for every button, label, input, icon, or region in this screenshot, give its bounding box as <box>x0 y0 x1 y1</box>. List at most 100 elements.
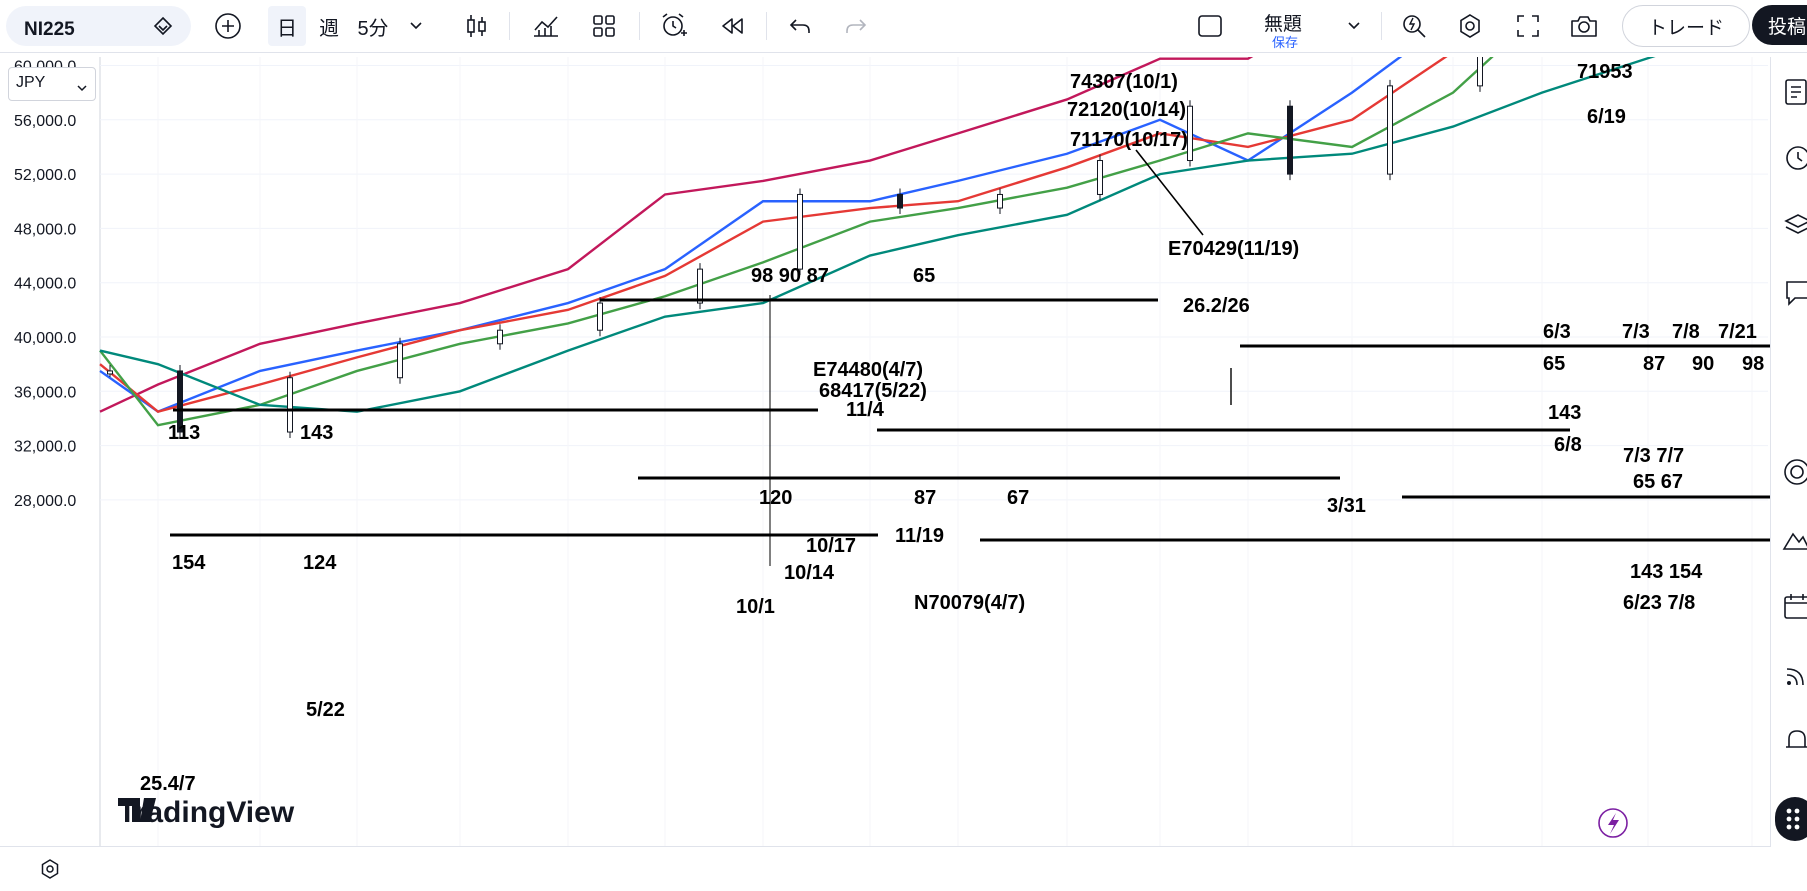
chart-annotation: 90 <box>1692 353 1714 375</box>
layout-saved-status: 保存 <box>1272 35 1299 50</box>
post-button[interactable]: 投稿 <box>1752 5 1807 45</box>
alert-icon[interactable] <box>656 10 692 42</box>
chart-annotation: 71953 <box>1577 61 1633 83</box>
interval-dropdown-icon[interactable] <box>402 10 430 42</box>
bell-icon[interactable] <box>1781 725 1807 760</box>
chart-annotation: E74480(4/7) <box>813 359 923 381</box>
chart-annotation: 68417(5/22) <box>819 380 927 402</box>
signal-icon[interactable] <box>1781 659 1807 694</box>
apps-menu-icon[interactable] <box>1775 797 1807 841</box>
chart-annotation: 154 <box>172 552 206 574</box>
quick-search-icon[interactable] <box>1396 10 1432 42</box>
fullscreen-icon[interactable] <box>1510 10 1546 42</box>
divider <box>766 12 767 40</box>
chart-annotation: 6/3 <box>1543 321 1571 343</box>
add-symbol-icon[interactable] <box>212 10 244 42</box>
symbol-label: NI225 <box>24 19 75 40</box>
trade-button[interactable]: トレード <box>1622 5 1750 47</box>
chart-area[interactable]: 72,000.068,000.064,000.060,000.056,000.0… <box>0 57 1807 890</box>
chart-annotation: 11/19 <box>895 525 944 547</box>
layout-grid-icon[interactable] <box>586 10 622 42</box>
interval-week[interactable]: 週 <box>319 17 339 40</box>
chart-annotation: 67 <box>1007 487 1029 509</box>
divider <box>639 12 640 40</box>
candle-body <box>107 370 113 375</box>
chart-annotation: 87 <box>1643 353 1665 375</box>
candle-body <box>797 193 803 270</box>
divider <box>509 12 510 40</box>
compare-icon[interactable] <box>151 14 175 38</box>
snapshot-icon[interactable] <box>1566 10 1602 42</box>
chart-annotation: 113 <box>168 422 200 444</box>
y-tick-label: 32,000.0 <box>14 439 76 456</box>
clock-icon[interactable] <box>1783 143 1807 178</box>
y-tick-label: 48,000.0 <box>14 221 76 238</box>
time-axis-bar <box>0 846 1770 891</box>
layout-name-button[interactable]: 無題 保存 <box>1240 4 1336 50</box>
y-tick-label: 44,000.0 <box>14 276 76 293</box>
candle-body <box>597 302 603 331</box>
watchlist-icon[interactable] <box>1783 77 1807 112</box>
right-side-panel <box>1770 57 1807 847</box>
chart-annotation: 25.4/7 <box>140 773 196 795</box>
chart-annotation: 65 <box>1543 353 1565 375</box>
redo-icon[interactable] <box>838 10 874 42</box>
candle-body <box>697 268 703 304</box>
chart-annotation: 11/4 <box>846 399 885 421</box>
y-tick-label: 40,000.0 <box>14 330 76 347</box>
y-tick-label: 28,000.0 <box>14 493 76 510</box>
layout-square-icon[interactable] <box>1194 10 1226 42</box>
chart-annotation: 98 <box>1742 353 1764 375</box>
chart-annotation: 65 67 <box>1633 471 1683 493</box>
chart-annotation: 72120(10/14) <box>1067 99 1186 121</box>
candle-style-icon[interactable] <box>458 10 494 42</box>
divider <box>1381 12 1382 40</box>
calendar-icon[interactable] <box>1781 591 1807 626</box>
undo-icon[interactable] <box>782 10 818 42</box>
candle-body <box>1187 105 1193 162</box>
candle-body <box>497 329 503 345</box>
chart-svg[interactable]: 72,000.068,000.064,000.060,000.056,000.0… <box>0 57 1807 890</box>
chart-annotation: 7/3 7/7 <box>1623 445 1684 467</box>
chart-annotation: 65 <box>913 265 935 287</box>
trend-arrow-line <box>1135 149 1204 236</box>
chart-annotation: 71170(10/17) <box>1070 129 1188 151</box>
settings-icon[interactable] <box>1452 10 1488 42</box>
candle-body <box>897 193 903 209</box>
layers-icon[interactable] <box>1783 209 1807 244</box>
currency-selector[interactable]: JPY <box>8 67 96 101</box>
indicators-icon[interactable] <box>528 10 564 42</box>
y-tick-label: 52,000.0 <box>14 167 76 184</box>
interval-day[interactable]: 日 <box>268 6 306 46</box>
timezone-settings-icon[interactable] <box>38 857 62 886</box>
chart-annotation: 10/14 <box>784 562 835 584</box>
replay-icon[interactable] <box>714 10 750 42</box>
chart-annotation: 10/17 <box>806 535 856 557</box>
indicator-line-2 <box>99 57 1448 413</box>
chart-annotation: 26.2/26 <box>1183 295 1250 317</box>
chart-annotation: N70079(4/7) <box>914 592 1025 614</box>
chart-annotation: 143 154 <box>1630 561 1703 583</box>
candle-body <box>1387 85 1393 175</box>
layout-title: 無題 <box>1264 14 1303 35</box>
candle-body <box>287 377 293 433</box>
y-tick-label: 36,000.0 <box>14 384 76 401</box>
chart-annotation: 143 <box>300 422 333 444</box>
candle-body <box>997 193 1003 209</box>
currency-label: JPY <box>16 74 46 91</box>
chart-annotation: 5/22 <box>306 699 345 721</box>
candle-body <box>1287 105 1293 175</box>
chart-annotation: 10/1 <box>736 596 775 618</box>
lightning-icon <box>1608 813 1619 834</box>
symbol-search[interactable]: NI225 <box>6 6 191 46</box>
chat-icon[interactable] <box>1783 277 1807 312</box>
target-icon[interactable] <box>1781 457 1807 492</box>
interval-5min[interactable]: 5分 <box>357 17 389 40</box>
chart-annotation: 120 <box>759 487 792 509</box>
indicator-line-0 <box>99 57 1254 413</box>
candle-body <box>177 370 183 433</box>
layout-dropdown-icon[interactable] <box>1340 12 1368 40</box>
ideas-icon[interactable] <box>1781 523 1807 558</box>
candle-body <box>1097 160 1103 195</box>
candle-body <box>397 343 403 379</box>
